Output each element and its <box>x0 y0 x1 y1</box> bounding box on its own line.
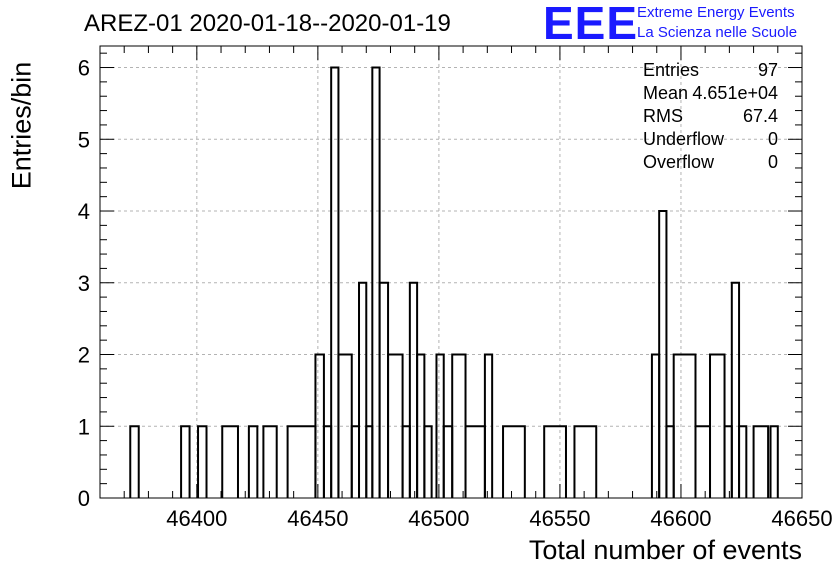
chart-title: AREZ-01 2020-01-18--2020-01-19 <box>84 10 451 37</box>
x-axis-label: Total number of events <box>528 535 802 565</box>
histogram-bin <box>286 425 317 498</box>
y-axis-label: Entries/bin <box>6 61 37 190</box>
histogram-bin <box>730 281 741 498</box>
histogram-bin <box>464 425 486 498</box>
stat-name: Overflow <box>643 152 715 172</box>
y-tick-label: 1 <box>78 414 90 439</box>
stat-name: Mean <box>643 83 689 103</box>
histogram-bin <box>573 425 598 498</box>
histogram-bin <box>502 425 526 498</box>
stat-name: Underflow <box>643 129 725 149</box>
stat-row-mean: Mean 4.651e+04 <box>643 83 778 105</box>
y-tick-label: 3 <box>78 271 90 296</box>
stat-row-entries: Entries 97 <box>643 60 778 82</box>
logo-line-2: La Scienza nelle Scuole <box>637 24 798 41</box>
histogram-bin <box>423 425 433 498</box>
histogram-bin <box>129 425 140 498</box>
histogram-bin <box>262 425 278 498</box>
x-tick-label: 46450 <box>287 506 348 531</box>
x-tick-label: 46600 <box>650 506 711 531</box>
histogram-bin <box>221 425 239 498</box>
histogram-bin <box>378 281 390 498</box>
histogram-bin <box>665 425 675 498</box>
histogram-bin <box>330 66 340 498</box>
histogram-bin <box>197 425 208 498</box>
x-tick-label: 46400 <box>166 506 227 531</box>
y-tick-label: 6 <box>78 56 90 81</box>
stat-name: RMS <box>643 106 683 126</box>
histogram-bin <box>408 281 419 498</box>
stat-value: 4.651e+04 <box>692 83 778 103</box>
histogram-bin <box>738 425 748 498</box>
histogram-bin <box>723 425 733 498</box>
x-tick-label: 46550 <box>529 506 590 531</box>
stat-value: 0 <box>767 152 778 172</box>
histogram-bin <box>358 281 368 498</box>
eee-logo: EEE <box>543 0 639 49</box>
histogram-bin <box>322 425 333 498</box>
stat-value: 67.4 <box>742 106 778 126</box>
x-tick-label: 46650 <box>771 506 832 531</box>
stat-name: Entries <box>643 60 700 80</box>
histogram-bin <box>180 425 191 498</box>
stat-row-underflow: Underflow 0 <box>643 129 778 151</box>
histogram-bin <box>442 425 454 498</box>
x-tick-label: 46500 <box>408 506 469 531</box>
y-tick-label: 2 <box>78 343 90 368</box>
histogram-bin <box>752 425 770 498</box>
histogram-bin <box>658 210 668 498</box>
histogram-bin <box>247 425 259 498</box>
histogram-bin <box>401 425 411 498</box>
logo-line-1: Extreme Energy Events <box>637 4 795 21</box>
histogram-bin <box>694 425 712 498</box>
histogram-bin <box>483 353 494 498</box>
histogram-bin <box>543 425 567 498</box>
histogram-bin <box>350 425 361 498</box>
histogram-bin <box>769 425 779 498</box>
stat-row-rms: RMS 67.4 <box>643 106 778 128</box>
stat-row-overflow: Overflow 0 <box>643 152 778 174</box>
y-tick-label: 0 <box>78 486 90 511</box>
stat-value: 97 <box>757 60 778 80</box>
y-tick-label: 4 <box>78 199 90 224</box>
stat-value: 0 <box>767 129 778 149</box>
plot-frame <box>99 45 803 499</box>
y-tick-label: 5 <box>78 127 90 152</box>
